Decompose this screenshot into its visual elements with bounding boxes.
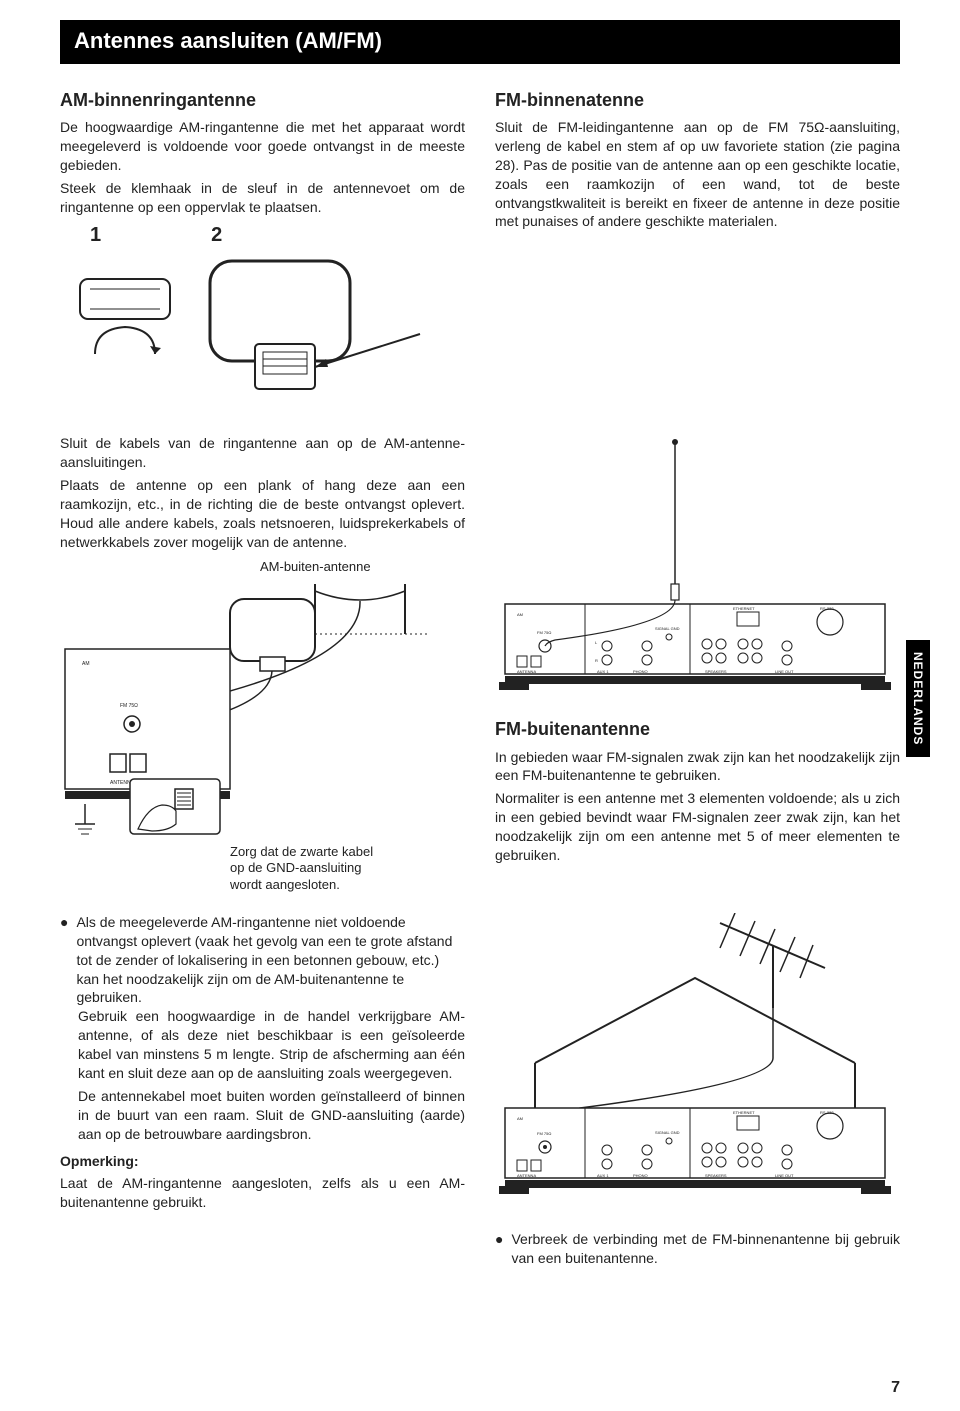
- svg-text:PHONO: PHONO: [633, 1173, 648, 1178]
- panel-phono-label: PHONO: [633, 669, 648, 674]
- svg-text:RS-232: RS-232: [820, 1110, 834, 1115]
- bullet-dot-icon: ●: [60, 913, 68, 1007]
- panel-speakers-label: SPEAKERS: [705, 669, 727, 674]
- panel-fm-label-2: FM 75Ω: [537, 630, 551, 635]
- fm-outdoor-illustration: AM FM 75Ω ANTENNA AUX 1 PHONO SIGNAL GND…: [495, 913, 895, 1213]
- step-1: 1: [90, 222, 101, 249]
- panel-am-label-2: AM: [517, 612, 523, 617]
- svg-text:ANTENNA: ANTENNA: [517, 1173, 536, 1178]
- panel-am-label: AM: [82, 661, 90, 667]
- bullet-dot-icon: ●: [495, 1230, 503, 1268]
- page-title-bar: Antennes aansluiten (AM/FM): [60, 20, 900, 64]
- step-numbers: 1 2: [60, 222, 465, 249]
- page-number: 7: [891, 1377, 900, 1399]
- fm-connection-illustration: AM FM 75Ω ANTENNA AUX 1 L R PHONO SIGNAL…: [495, 434, 895, 694]
- fm-outdoor-bullet-text: Verbreek de verbinding met de FM-binnena…: [511, 1230, 900, 1268]
- panel-antenna-label-2: ANTENNA: [517, 669, 536, 674]
- am-indoor-p1: De hoogwaardige AM-ringantenne die met h…: [60, 118, 465, 175]
- fm-outdoor-p1: In gebieden waar FM-signalen zwak zijn k…: [495, 748, 900, 786]
- fm-outdoor-p2: Normaliter is een antenne met 3 elemente…: [495, 789, 900, 865]
- svg-text:AUX 1: AUX 1: [597, 1173, 609, 1178]
- svg-text:FM 75Ω: FM 75Ω: [537, 1131, 551, 1136]
- am-loop-assembly-illustration: [60, 249, 440, 399]
- page-title: Antennes aansluiten (AM/FM): [74, 28, 382, 53]
- note-label: Opmerking:: [60, 1152, 465, 1171]
- am-outdoor-bullet-text: Als de meegeleverde AM-ringantenne niet …: [76, 914, 452, 1006]
- svg-text:AM: AM: [517, 1116, 523, 1121]
- fm-indoor-heading: FM-binnenatenne: [495, 88, 900, 112]
- panel-lineout-label: LINE OUT: [775, 669, 794, 674]
- gnd-note: Zorg dat de zwarte kabel op de GND-aansl…: [230, 844, 390, 893]
- step-2: 2: [211, 222, 222, 249]
- svg-text:SIGNAL GND: SIGNAL GND: [655, 1130, 680, 1135]
- am-indoor-p4: Plaats de antenne op een plank of hang d…: [60, 476, 465, 552]
- svg-text:LINE OUT: LINE OUT: [775, 1173, 794, 1178]
- svg-text:R: R: [595, 658, 598, 663]
- am-indoor-p3: Sluit de kabels van de ringantenne aan o…: [60, 434, 465, 472]
- panel-sgnd-label: SIGNAL GND: [655, 626, 680, 631]
- am-outdoor-p2: Gebruik een hoogwaardige in de handel ve…: [60, 1007, 465, 1083]
- svg-text:ETHERNET: ETHERNET: [733, 1110, 755, 1115]
- language-tab-label: NEDERLANDS: [911, 652, 925, 745]
- panel-fm-label: FM 75Ω: [120, 703, 138, 709]
- am-outdoor-p3: De antennekabel moet buiten worden geïns…: [60, 1087, 465, 1144]
- note-text: Laat de AM-ringantenne aangesloten, zelf…: [60, 1174, 465, 1212]
- fm-indoor-p1: Sluit de FM-leidingantenne aan op de FM …: [495, 118, 900, 231]
- panel-rs232-label: RS-232: [820, 606, 834, 611]
- am-outdoor-caption: AM-buiten-antenne: [60, 558, 465, 576]
- am-indoor-p2: Steek de klemhaak in de sleuf in de ante…: [60, 179, 465, 217]
- svg-text:SPEAKERS: SPEAKERS: [705, 1173, 727, 1178]
- am-outdoor-bullet: ● Als de meegeleverde AM-ringantenne nie…: [60, 913, 465, 1007]
- panel-aux-label: AUX 1: [597, 669, 609, 674]
- am-connection-illustration: AM FM 75Ω ANTENNA: [60, 579, 460, 839]
- language-tab: NEDERLANDS: [906, 640, 930, 757]
- panel-ethernet-label: ETHERNET: [733, 606, 755, 611]
- fm-outdoor-heading: FM-buitenantenne: [495, 717, 900, 741]
- am-indoor-heading: AM-binnenringantenne: [60, 88, 465, 112]
- fm-outdoor-bullet: ● Verbreek de verbinding met de FM-binne…: [495, 1230, 900, 1268]
